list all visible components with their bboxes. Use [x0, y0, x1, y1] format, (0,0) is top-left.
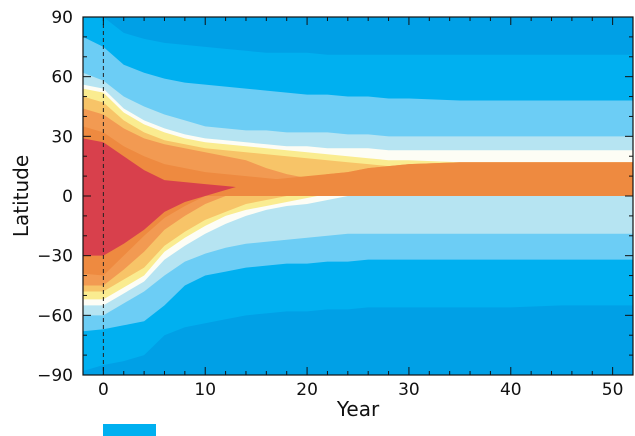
- x-tick-label: 20: [296, 380, 318, 400]
- contour-band-south-7: [83, 170, 633, 292]
- contour-band-south-5: [83, 192, 633, 306]
- y-axis-title: Latitude: [9, 155, 33, 237]
- y-tick-label: −90: [37, 366, 73, 386]
- x-tick-label: 40: [500, 380, 522, 400]
- x-axis-title: Year: [336, 397, 380, 421]
- y-tick-label: −60: [37, 306, 73, 326]
- x-tick-label: 0: [98, 380, 109, 400]
- y-tick-label: 30: [51, 127, 73, 147]
- x-tick-label: 50: [602, 380, 624, 400]
- contour-band-south-9: [83, 162, 633, 276]
- x-tick-label: 10: [194, 380, 216, 400]
- axis-ticks: [82, 16, 634, 376]
- contour-band-north-9: [83, 126, 633, 196]
- contour-band-south-10: [83, 196, 633, 256]
- contour-bands: [83, 17, 633, 375]
- y-tick-label: −30: [37, 247, 73, 267]
- y-tick-label: 90: [51, 8, 73, 28]
- contour-band-north-10: [83, 138, 633, 196]
- y-tick-label: 0: [62, 187, 73, 207]
- axis-tick-labels: 0 10 20 30 40 50 90 60 30 0 −30 −60 −90: [37, 8, 623, 400]
- x-tick-label: 30: [398, 380, 420, 400]
- colorbar-swatch: [103, 424, 156, 436]
- y-tick-label: 60: [51, 68, 73, 88]
